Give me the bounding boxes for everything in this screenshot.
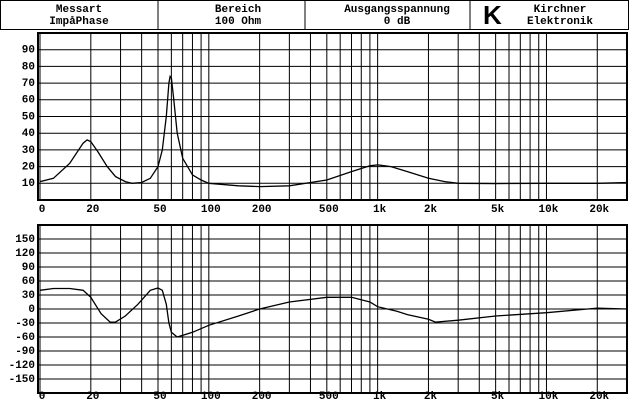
y-tick-label: 10 [22, 178, 35, 190]
y-tick-label: 70 [22, 78, 35, 90]
x-tick-label: 100 [201, 204, 221, 216]
header-frame [0, 0, 629, 30]
y-tick-label: 0 [28, 304, 35, 316]
header-title: Bereich [215, 4, 261, 16]
x-tick-label: 200 [252, 204, 272, 216]
data-line [39, 74, 628, 188]
x-tick-label: 20k [589, 391, 609, 402]
y-tick-label: 50 [22, 111, 35, 123]
y-tick-label: 60 [22, 276, 35, 288]
y-tick-label: 90 [22, 262, 35, 274]
x-tick-label: 500 [319, 204, 339, 216]
x-tick-label: 5k [491, 204, 505, 216]
y-tick-label: 150 [15, 234, 35, 246]
header-title: Messart [56, 4, 102, 16]
y-tick-label: -60 [15, 332, 35, 344]
x-tick-label: 50 [153, 204, 166, 216]
header-title: Ausgangsspannung [344, 4, 450, 16]
header-value: ImpåPhase [49, 16, 109, 28]
y-tick-label: 120 [15, 248, 35, 260]
y-tick-label: 90 [22, 45, 35, 57]
company-name: Kirchner [534, 4, 587, 16]
x-tick-label: 0 [39, 204, 46, 216]
y-tick-label: 20 [22, 162, 35, 174]
x-tick-label: 100 [201, 391, 221, 402]
data-line [39, 287, 628, 338]
x-tick-label: 1k [373, 204, 387, 216]
y-tick-label: -120 [9, 360, 35, 372]
x-tick-label: 0 [39, 391, 46, 402]
y-tick-label: -90 [15, 346, 35, 358]
x-tick-label: 20 [86, 204, 99, 216]
x-tick-label: 10k [539, 391, 559, 402]
x-tick-label: 20 [86, 391, 99, 402]
x-tick-label: 20k [589, 204, 609, 216]
company-name: Elektronik [527, 16, 593, 28]
header-value: 0 dB [384, 16, 411, 28]
y-tick-label: 40 [22, 128, 35, 140]
x-tick-label: 10k [539, 204, 559, 216]
x-tick-label: 2k [424, 391, 438, 402]
y-tick-label: 80 [22, 61, 35, 73]
y-tick-label: 30 [22, 290, 35, 302]
logo: K [483, 0, 502, 30]
x-tick-label: 5k [491, 391, 505, 402]
x-tick-label: 50 [153, 391, 166, 402]
x-tick-label: 500 [319, 391, 339, 402]
y-tick-label: 30 [22, 145, 35, 157]
y-tick-label: -30 [15, 318, 35, 330]
header-value: 100 Ohm [215, 16, 262, 28]
y-tick-label: 60 [22, 95, 35, 107]
x-tick-label: 200 [252, 391, 272, 402]
y-tick-label: -150 [9, 374, 35, 386]
x-tick-label: 1k [373, 391, 387, 402]
x-tick-label: 2k [424, 204, 438, 216]
